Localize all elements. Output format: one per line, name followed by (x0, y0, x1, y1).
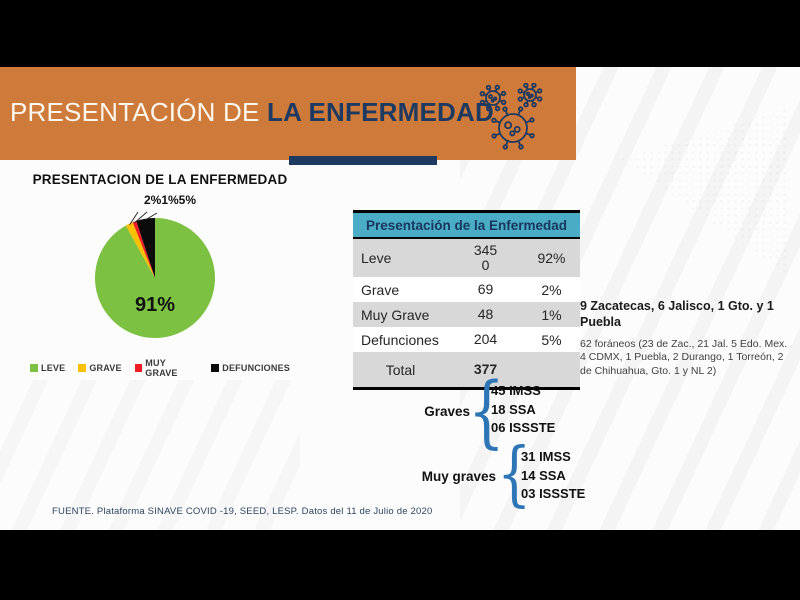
table-row: Grave 69 2% (353, 277, 580, 302)
page-title-bold: LA ENFERMEDAD (266, 97, 494, 127)
muy-graves-items: 31 IMSS 14 SSA 03 ISSSTE (521, 448, 585, 504)
graves-label: Graves (424, 404, 470, 419)
row-label: Defunciones (361, 331, 439, 348)
curly-brace-icon: { (468, 365, 505, 458)
page-title: PRESENTACIÓN DE LA ENFERMEDAD (10, 97, 494, 128)
total-label: Total (385, 361, 416, 378)
breakdown-item: 06 ISSSTE (491, 420, 556, 435)
row-value: 69 (477, 280, 494, 297)
pie-slice-defunciones (136, 218, 155, 278)
curly-brace-icon: { (497, 432, 532, 515)
virus-glyph (479, 84, 507, 112)
total-value: 377 (473, 360, 498, 377)
leader-line (145, 212, 158, 221)
row-pct: 5% (541, 331, 562, 348)
table-row: Leve 345 0 92% (353, 239, 580, 277)
virus-icon (479, 83, 543, 150)
pie-main-slice-label: 91% (134, 294, 176, 316)
slide: PRESENTACIÓN DE LA ENFERMEDAD PRESENTACI… (0, 67, 800, 530)
chart-title: PRESENTACION DE LA ENFERMEDAD (32, 172, 288, 187)
legend-item: LEVE (30, 358, 65, 378)
source-footer: FUENTE. Plataforma SINAVE COVID -19, SEE… (52, 506, 433, 517)
page-title-light: PRESENTACIÓN DE (10, 97, 267, 127)
legend-label: GRAVE (89, 363, 122, 373)
regional-note-body: 62 foráneos (23 de Zac., 21 Jal. 5 Edo. … (580, 337, 788, 377)
pie-chart-panel: PRESENTACION DE LA ENFERMEDAD 2%1%5% 91%… (30, 172, 290, 387)
legend-label: MUY GRAVE (145, 358, 178, 378)
row-value: 204 (473, 330, 498, 347)
muy-graves-label: Muy graves (421, 469, 496, 484)
legend-item: MUY GRAVE (134, 358, 199, 378)
breakdown-item: 03 ISSSTE (521, 486, 586, 501)
background-stripes (0, 380, 300, 530)
legend-swatch-icon (78, 364, 87, 372)
row-pct: 2% (541, 281, 562, 298)
row-pct: 92% (537, 250, 566, 266)
pie-slice-grave (125, 222, 155, 278)
row-label: Leve (361, 250, 392, 266)
regional-note-title: 9 Zacatecas, 6 Jalisco, 1 Gto. y 1 Puebl… (580, 299, 774, 330)
row-label: Grave (361, 281, 400, 298)
table-row: Muy Grave 48 1% (353, 302, 580, 327)
virus-glyph (491, 106, 535, 150)
title-underline (289, 156, 437, 165)
graves-items: 45 IMSS 18 SSA 06 ISSSTE (491, 382, 555, 438)
legend-swatch-icon (134, 364, 143, 372)
breakdown-item: 18 SSA (491, 401, 536, 417)
data-table: Presentación de la Enfermedad Leve 345 0 9… (353, 210, 580, 390)
regional-note: 9 Zacatecas, 6 Jalisco, 1 Gto. y 1 Puebl… (580, 298, 794, 378)
legend-label: LEVE (41, 363, 66, 373)
table-row: Defunciones 204 5% (353, 327, 580, 352)
chart-legend: LEVE GRAVE MUY GRAVE DEFUNCIONES (30, 358, 290, 378)
row-pct: 1% (541, 306, 562, 323)
legend-item: DEFUNCIONES (211, 358, 290, 378)
legend-swatch-icon (211, 364, 220, 372)
breakdown-item: 14 SSA (521, 467, 566, 483)
table-total-row: Total 377 (353, 352, 580, 387)
row-label: Muy Grave (361, 306, 430, 323)
legend-swatch-icon (30, 364, 38, 372)
breakdown-item: 45 IMSS (491, 383, 541, 398)
row-value: 345 0 (473, 241, 498, 273)
pie-small-slices-label: 2%1%5% (143, 193, 197, 207)
leader-line (134, 211, 148, 223)
legend-item: GRAVE (78, 358, 121, 378)
legend-label: DEFUNCIONES (222, 363, 290, 373)
table-body: Leve 345 0 92% Grave 69 2% Muy Grave 48 1% Defunc… (353, 239, 580, 352)
table-title: Presentación de la Enfermedad (353, 213, 580, 239)
title-banner: PRESENTACIÓN DE LA ENFERMEDAD (0, 67, 576, 160)
virus-glyph (517, 83, 543, 108)
row-value: 48 (477, 305, 494, 322)
leader-line (129, 211, 139, 226)
pie-chart (95, 211, 215, 338)
breakdown-item: 31 IMSS (521, 449, 571, 464)
pie-slice-muy-grave (132, 220, 155, 278)
